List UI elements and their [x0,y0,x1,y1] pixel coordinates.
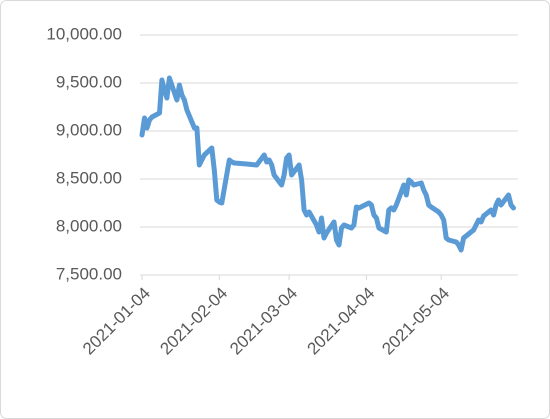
y-tick-label: 8,500.00 [56,168,122,187]
y-tick-label: 10,000.00 [46,24,122,43]
data-line [139,75,516,253]
y-tick-label: 8,000.00 [56,216,122,235]
y-tick-label: 9,000.00 [56,120,122,139]
y-tick-label: 7,500.00 [56,264,122,283]
y-tick-label: 9,500.00 [56,72,122,91]
